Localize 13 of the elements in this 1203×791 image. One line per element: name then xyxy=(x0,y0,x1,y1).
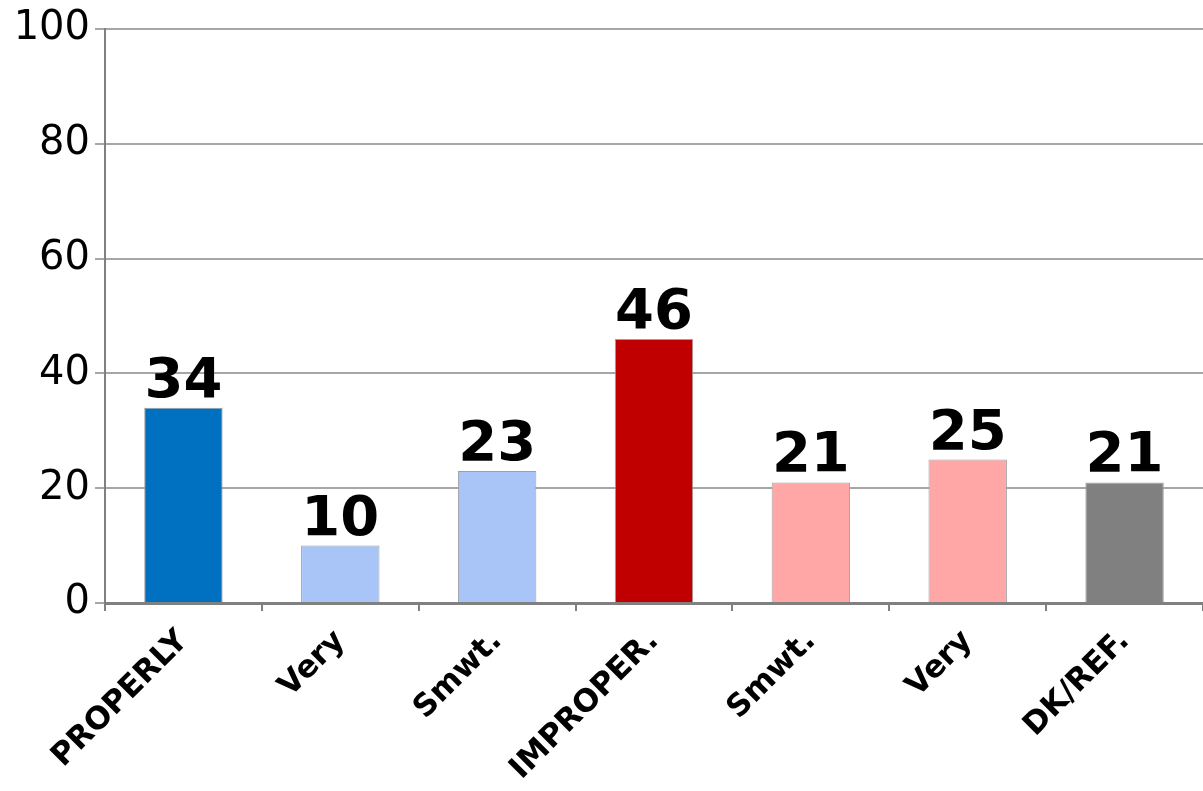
y-tick-label: 60 xyxy=(39,231,90,278)
y-tick-label: 0 xyxy=(64,576,90,623)
data-label: 21 xyxy=(1085,419,1164,485)
y-tick-label: 40 xyxy=(39,346,90,393)
data-label: 10 xyxy=(301,482,380,548)
data-label: 21 xyxy=(771,419,850,485)
y-tick-label: 20 xyxy=(39,461,90,508)
data-label: 25 xyxy=(928,396,1007,462)
y-tick-label: 80 xyxy=(39,117,90,164)
y-tick-label: 100 xyxy=(13,2,90,49)
data-label: 23 xyxy=(458,407,537,473)
data-label: 46 xyxy=(615,275,693,341)
data-label: 34 xyxy=(144,344,223,410)
